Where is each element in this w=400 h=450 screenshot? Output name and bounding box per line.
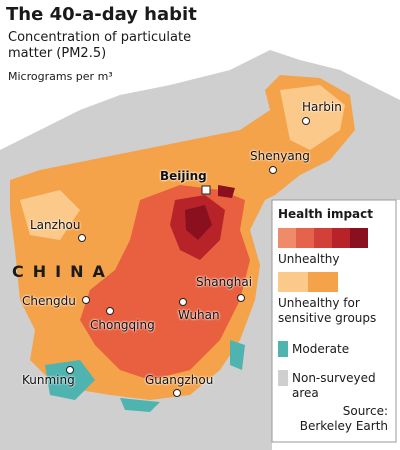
- legend-item: Moderate: [292, 342, 350, 356]
- city-label: Kunming: [22, 373, 75, 387]
- legend-item: Non-surveyed area: [292, 371, 376, 400]
- city-dot: [78, 234, 86, 242]
- source: Source: Berkeley Earth: [299, 404, 388, 433]
- city-label: Beijing: [160, 169, 207, 183]
- city-label: Chongqing: [90, 318, 155, 332]
- swatch: [308, 272, 338, 292]
- swatch: [350, 228, 368, 248]
- swatch: [296, 228, 314, 248]
- city-dot: [302, 117, 310, 125]
- capital-marker: [201, 185, 211, 195]
- city-dot: [173, 389, 181, 397]
- legend-item: Unhealthy: [278, 252, 340, 266]
- region-teal: [45, 340, 245, 412]
- swatch: [332, 228, 350, 248]
- city-label: Shenyang: [250, 149, 310, 163]
- city-label: Harbin: [302, 100, 342, 114]
- swatch: [278, 272, 308, 292]
- city-label: Shanghai: [196, 275, 253, 289]
- city-label: Guangzhou: [145, 373, 214, 387]
- legend-title: Health impact: [278, 207, 374, 221]
- legend-item: Unhealthy for sensitive groups: [278, 296, 377, 325]
- city-label: Chengdu: [22, 294, 76, 308]
- region-light-orange: [20, 85, 345, 240]
- swatch: [314, 228, 332, 248]
- city-dot: [66, 366, 74, 374]
- subtitle: Concentration of particulate matter (PM2…: [8, 30, 192, 61]
- city-label: Wuhan: [178, 308, 220, 322]
- city-label: Lanzhou: [30, 218, 81, 232]
- city-dot: [106, 307, 114, 315]
- city-dot: [179, 298, 187, 306]
- city-dot: [82, 296, 90, 304]
- city-dot: [269, 166, 277, 174]
- region-darkest-red: [185, 185, 235, 240]
- swatch: [278, 341, 288, 357]
- swatch: [278, 228, 296, 248]
- country-label: CHINA: [12, 262, 114, 281]
- swatch: [278, 370, 288, 386]
- title: The 40-a-day habit: [6, 4, 197, 25]
- city-dot: [237, 294, 245, 302]
- unit: Micrograms per m³: [8, 70, 113, 83]
